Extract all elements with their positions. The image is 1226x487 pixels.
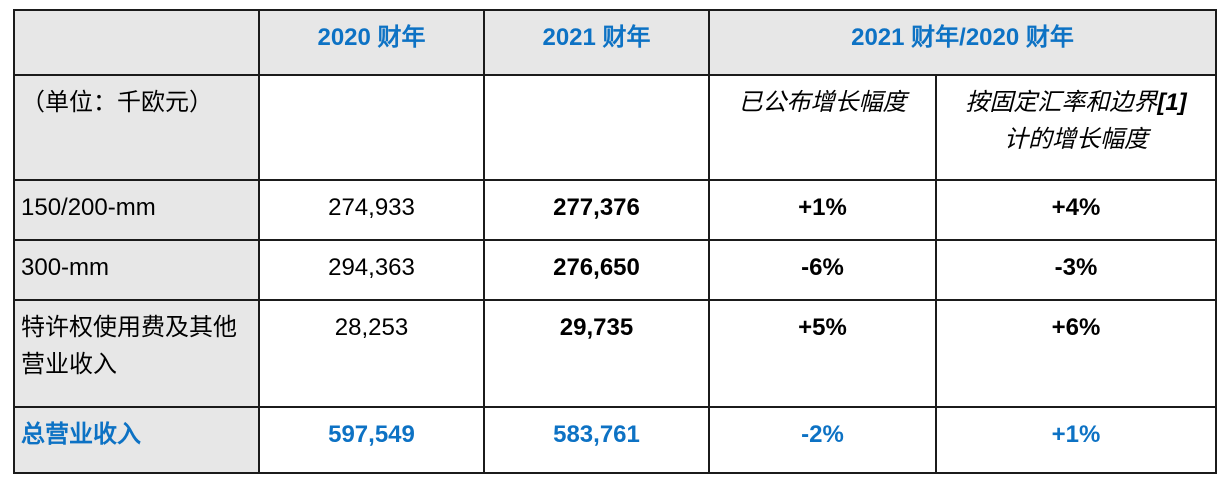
row-label-150-200mm: 150/200-mm xyxy=(13,179,260,241)
col-header-published-growth: 已公布增长幅度 xyxy=(708,74,937,181)
table-row: 150/200-mm 274,933 277,376 +1% +4% xyxy=(13,179,1218,241)
value-royalties-constant: +6% xyxy=(934,299,1218,408)
value-150-200mm-fy2021: 277,376 xyxy=(483,179,710,241)
table-row: 300-mm 294,363 276,650 -6% -3% xyxy=(13,239,1218,301)
constant-growth-line1-text: 按固定汇率和边界 xyxy=(965,89,1158,116)
value-150-200mm-published: +1% xyxy=(708,179,937,241)
constant-growth-line1: 按固定汇率和边界[1] xyxy=(943,84,1209,121)
col-header-constant-growth: 按固定汇率和边界[1] 计的增长幅度 xyxy=(934,74,1218,181)
row-label-royalties: 特许权使用费及其他营业收入 xyxy=(13,299,260,408)
value-total-constant: +1% xyxy=(934,406,1218,474)
table-row-total: 总营业收入 597,549 583,761 -2% +1% xyxy=(13,406,1218,474)
value-150-200mm-constant: +4% xyxy=(934,179,1218,241)
value-royalties-fy2020: 28,253 xyxy=(258,299,485,408)
value-300mm-published: -6% xyxy=(708,239,937,301)
col-header-fy2020: 2020 财年 xyxy=(258,9,485,76)
value-300mm-fy2021: 276,650 xyxy=(483,239,710,301)
corner-cell xyxy=(13,9,260,76)
header-row-years: 2020 财年 2021 财年 2021 财年/2020 财年 xyxy=(13,9,1218,76)
constant-growth-footnote-ref: [1] xyxy=(1157,89,1187,116)
value-total-published: -2% xyxy=(708,406,937,474)
constant-growth-line2: 计的增长幅度 xyxy=(1004,126,1148,154)
unit-label-cell: （单位：千欧元） xyxy=(13,74,260,181)
col-header-comparison: 2021 财年/2020 财年 xyxy=(707,9,1218,76)
row-label-total-revenue: 总营业收入 xyxy=(13,406,260,474)
value-300mm-fy2020: 294,363 xyxy=(258,239,485,301)
value-royalties-fy2021: 29,735 xyxy=(483,299,710,408)
revenue-comparison-table: 2020 财年 2021 财年 2021 财年/2020 财年 （单位：千欧元）… xyxy=(13,9,1218,474)
value-total-fy2020: 597,549 xyxy=(258,406,485,474)
value-150-200mm-fy2020: 274,933 xyxy=(258,179,485,241)
col-header-fy2021: 2021 财年 xyxy=(483,9,710,76)
empty-cell-fy2021 xyxy=(483,74,710,181)
value-royalties-published: +5% xyxy=(708,299,937,408)
empty-cell-fy2020 xyxy=(258,74,485,181)
value-total-fy2021: 583,761 xyxy=(483,406,710,474)
table-row: 特许权使用费及其他营业收入 28,253 29,735 +5% +6% xyxy=(13,299,1218,408)
header-row-subheaders: （单位：千欧元） 已公布增长幅度 按固定汇率和边界[1] 计的增长幅度 xyxy=(13,74,1218,181)
value-300mm-constant: -3% xyxy=(934,239,1218,301)
row-label-300mm: 300-mm xyxy=(13,239,260,301)
